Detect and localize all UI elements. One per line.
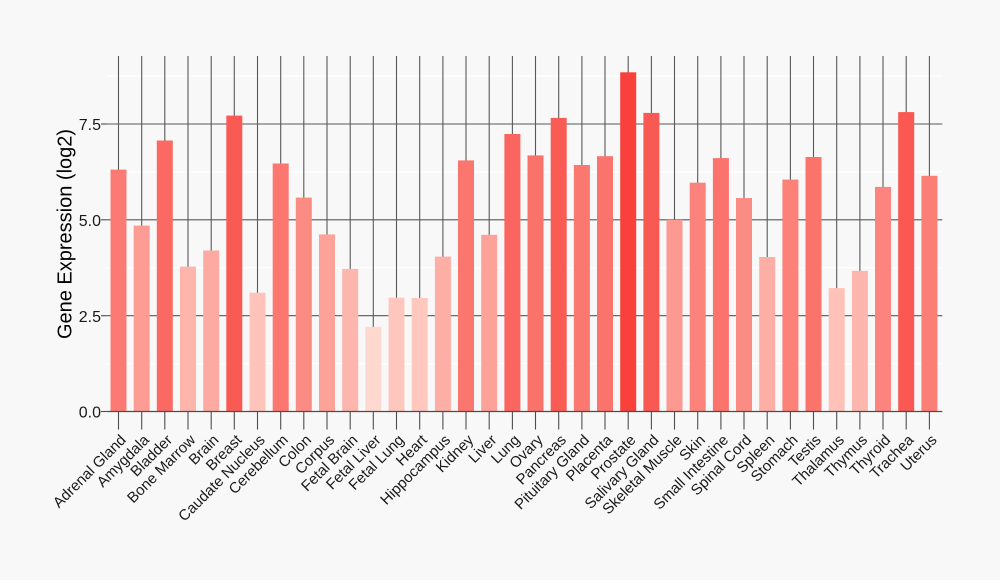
svg-text:5.0: 5.0 (79, 213, 101, 230)
svg-text:Gene Expression (log2): Gene Expression (log2) (55, 129, 77, 339)
svg-text:7.5: 7.5 (79, 117, 101, 134)
svg-text:2.5: 2.5 (79, 309, 101, 326)
svg-text:0.0: 0.0 (79, 405, 101, 422)
